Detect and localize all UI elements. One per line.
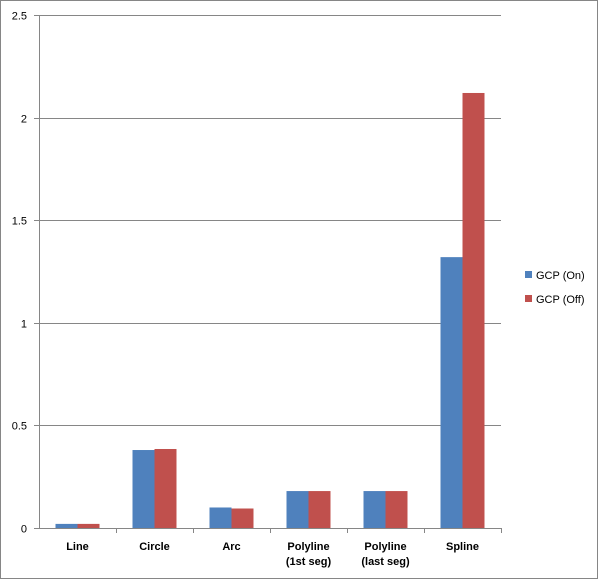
legend-label: GCP (Off) [536, 294, 585, 306]
legend: GCP (On) GCP (Off) [525, 270, 585, 306]
bar-gcp-off [77, 523, 100, 528]
y-tick-label: 2 [21, 114, 27, 126]
bar-gcp-off [231, 508, 254, 528]
y-tick-label: 1 [21, 319, 27, 331]
x-tick-label: Spline [446, 541, 479, 553]
y-tick-label: 0.5 [12, 421, 27, 433]
bar-gcp-off [154, 448, 177, 528]
legend-label: GCP (On) [536, 270, 585, 282]
bar-gcp-on [132, 450, 155, 528]
x-tick-label: Polyline (last seg) [361, 541, 410, 568]
y-tick-label: 1.5 [12, 216, 27, 228]
bar-gcp-off [462, 92, 485, 528]
x-tick-label: Arc [222, 541, 240, 553]
bar-gcp-on [55, 523, 78, 528]
bar-gcp-off [385, 491, 408, 528]
x-tick-label: Line [66, 541, 89, 553]
legend-swatch [525, 295, 532, 302]
bars [55, 92, 485, 528]
x-tick-labels: Line Circle Arc Polyline (1st seg) Polyline (l… [66, 541, 479, 568]
x-tick-label: Polyline (1st seg) [286, 541, 332, 568]
x-tick-label: Circle [139, 541, 170, 553]
bar-gcp-on [363, 491, 386, 528]
y-tick-label: 2.5 [12, 11, 27, 23]
axes [34, 15, 502, 533]
bar-gcp-on [286, 491, 309, 528]
y-tick-label: 0 [21, 524, 27, 536]
legend-swatch [525, 271, 532, 278]
y-tick-labels: 0 0.5 1 1.5 2 2.5 [12, 11, 27, 536]
bar-gcp-on [209, 507, 232, 528]
gridlines [39, 15, 501, 426]
bar-gcp-on [440, 257, 463, 528]
bar-gcp-off [308, 491, 331, 528]
